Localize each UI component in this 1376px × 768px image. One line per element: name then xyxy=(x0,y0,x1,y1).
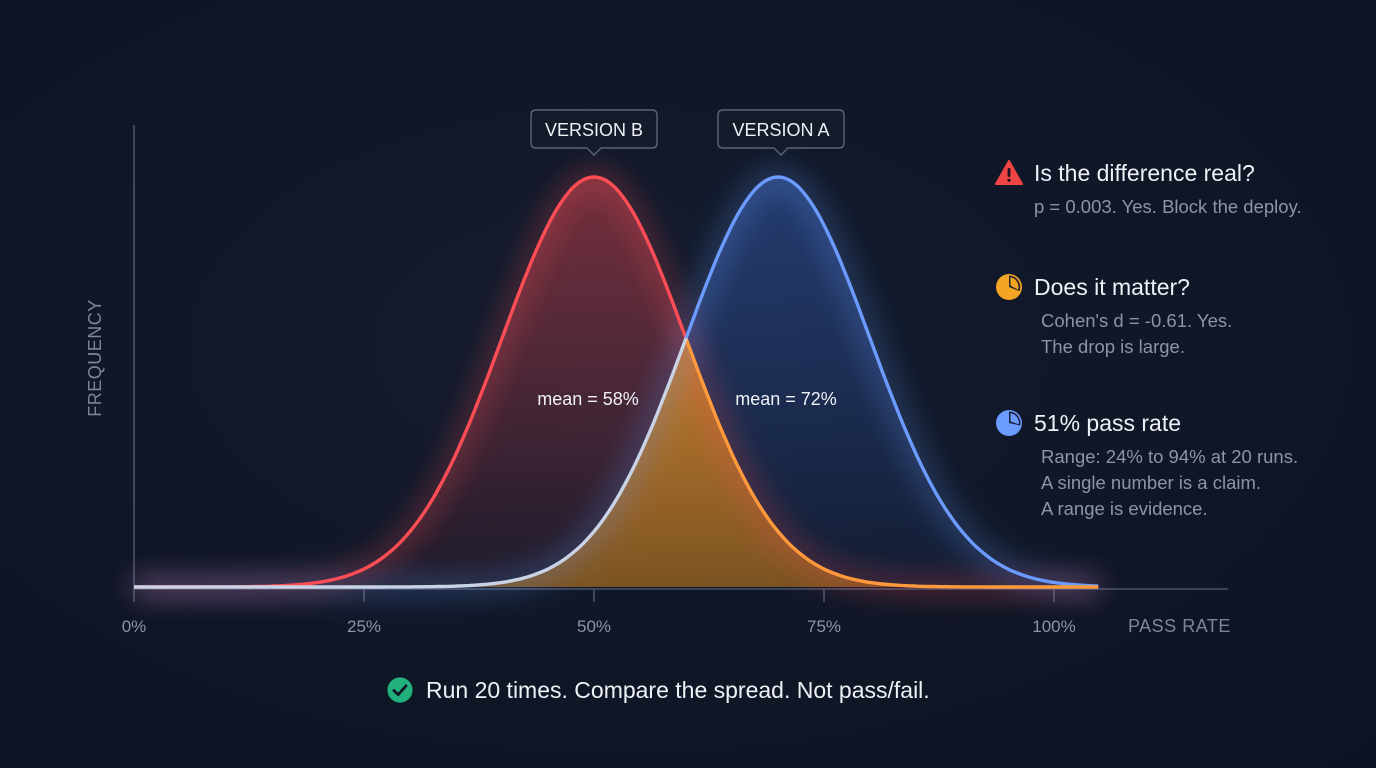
mean-label-version-b: mean = 58% xyxy=(537,389,639,409)
info-title-significance: Is the difference real? xyxy=(1034,159,1255,186)
series-line-version-a xyxy=(684,175,1099,588)
series-line-version-a-left xyxy=(134,337,688,589)
series-line-version-b-right xyxy=(684,337,1099,589)
legend-tag-version-a: VERSION A xyxy=(717,109,845,156)
x-tick-label: 25% xyxy=(347,617,381,636)
footer-note: Run 20 times. Compare the spread. Not pa… xyxy=(386,676,930,704)
info-pass-rate: 51% pass rate Range: 24% to 94% at 20 ru… xyxy=(994,408,1364,522)
warning-triangle-icon xyxy=(995,160,1023,185)
info-effect-size: Does it matter? Cohen's d = -0.61. Yes. … xyxy=(994,272,1364,360)
info-title-pass-rate: 51% pass rate xyxy=(1034,409,1182,436)
info-line: A range is evidence. xyxy=(1041,498,1208,519)
info-body-effect-size: Cohen's d = -0.61. Yes. The drop is larg… xyxy=(1041,308,1364,360)
x-axis-title: PASS RATE xyxy=(1128,616,1231,636)
info-body-significance: p = 0.003. Yes. Block the deploy. xyxy=(1034,194,1364,220)
info-line: The drop is large. xyxy=(1041,336,1185,357)
footer-text: Run 20 times. Compare the spread. Not pa… xyxy=(426,676,930,703)
series-fill-version-b xyxy=(134,177,1099,587)
info-title-effect-size: Does it matter? xyxy=(1034,273,1190,300)
pie-chart-icon xyxy=(996,274,1022,300)
check-circle-icon xyxy=(387,677,413,703)
info-significance: Is the difference real? p = 0.003. Yes. … xyxy=(994,158,1364,220)
info-body-pass-rate: Range: 24% to 94% at 20 runs. A single n… xyxy=(1041,444,1364,522)
info-line: Cohen's d = -0.61. Yes. xyxy=(1041,310,1233,331)
legend-label-version-b: VERSION B xyxy=(545,120,643,140)
pie-chart-icon xyxy=(996,410,1022,436)
x-tick-label: 100% xyxy=(1032,617,1075,636)
info-line: p = 0.003. Yes. Block the deploy. xyxy=(1034,196,1302,217)
legend-tag-version-b: VERSION B xyxy=(530,109,658,156)
series-fill-version-a xyxy=(134,177,1099,587)
info-line: Range: 24% to 94% at 20 runs. xyxy=(1041,446,1299,467)
info-line: A single number is a claim. xyxy=(1041,472,1262,493)
y-axis-title: FREQUENCY xyxy=(85,299,105,417)
x-tick-label: 75% xyxy=(807,617,841,636)
legend-label-version-a: VERSION A xyxy=(732,120,829,140)
mean-label-version-a: mean = 72% xyxy=(735,389,837,409)
x-tick-label: 0% xyxy=(122,617,147,636)
x-tick-label: 50% xyxy=(577,617,611,636)
